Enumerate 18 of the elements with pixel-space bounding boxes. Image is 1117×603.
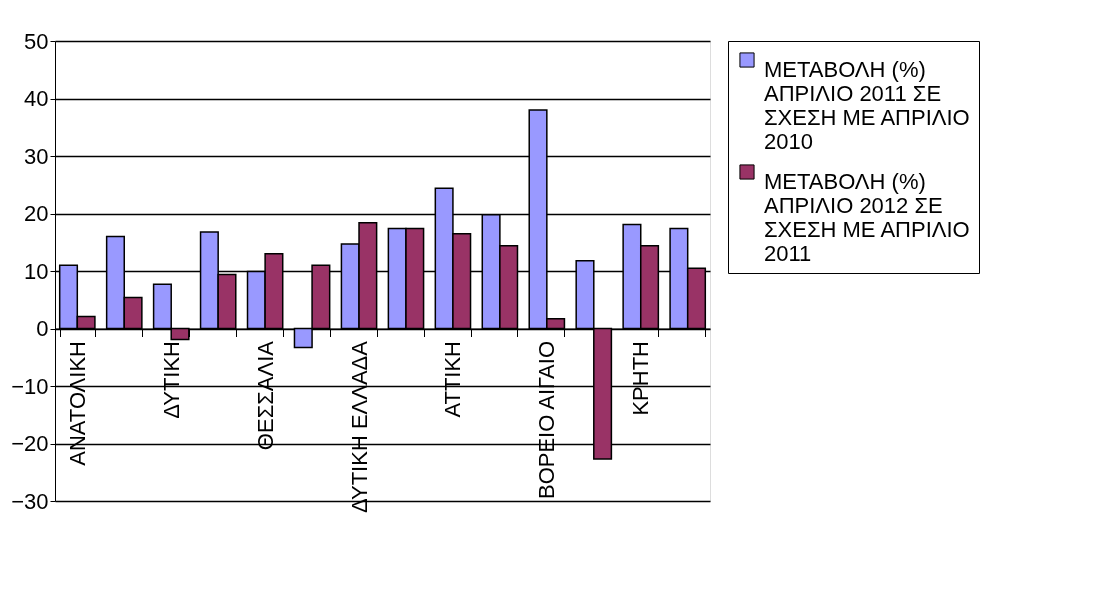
legend-label: ΜΕΤΑΒΟΛΗ (%) ΑΠΡΙΛΙΟ 2012 ΣΕ ΣΧΕΣΗ ΜΕ ΑΠΡΙΛΙΟ 2011 <box>764 169 970 266</box>
x-tick-label: ΑΝΑΤΟΛΙΚΗ <box>64 341 90 466</box>
legend-label: ΜΕΤΑΒΟΛΗ (%) ΑΠΡΙΛΙΟ 2011 ΣΕ ΣΧΕΣΗ ΜΕ ΑΠΡΙΛΙΟ 2010 <box>764 57 970 154</box>
x-tick-label: ΔΥΤΙΚΗ ΕΛΛΑΔΑ <box>346 340 372 514</box>
x-tick-label: ΚΡΗΤΗ <box>628 341 654 416</box>
y-tick-label: −30 <box>11 488 49 514</box>
y-tick-label: 10 <box>24 258 49 284</box>
y-tick-label: 20 <box>24 201 49 226</box>
y-tick-label: −20 <box>11 431 49 456</box>
y-tick-label: 50 <box>24 28 49 54</box>
y-tick-label: 0 <box>36 316 49 341</box>
y-tick-label: 40 <box>24 86 49 111</box>
x-tick-label: ΘΕΣΣΑΛΙΑ <box>252 340 278 451</box>
y-tick-label: −10 <box>11 373 49 399</box>
y-tick-label: 30 <box>24 143 49 169</box>
x-tick-label: ΒΟΡΕΙΟ ΑΙΓΑΙΟ <box>534 341 560 500</box>
x-tick-label: ΑΤΤΙΚΗ <box>440 341 466 418</box>
x-tick-label: ΔΥΤΙΚΗ <box>158 341 184 419</box>
